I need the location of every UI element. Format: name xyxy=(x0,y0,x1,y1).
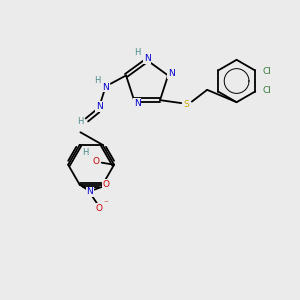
Text: N: N xyxy=(168,70,174,79)
Text: N: N xyxy=(134,99,140,108)
Text: H: H xyxy=(134,48,141,57)
Text: O: O xyxy=(103,180,110,189)
Text: Cl: Cl xyxy=(262,68,271,76)
Text: N: N xyxy=(102,83,109,92)
Text: N: N xyxy=(96,102,103,111)
Text: H: H xyxy=(94,76,101,85)
Text: O: O xyxy=(92,157,99,166)
Text: H: H xyxy=(77,118,84,127)
Text: S: S xyxy=(184,100,189,109)
Text: H: H xyxy=(82,148,89,158)
Text: O: O xyxy=(95,204,102,213)
Text: N: N xyxy=(144,54,150,63)
Text: N: N xyxy=(87,188,93,196)
Text: Cl: Cl xyxy=(262,85,271,94)
Text: ⁻: ⁻ xyxy=(104,199,109,208)
